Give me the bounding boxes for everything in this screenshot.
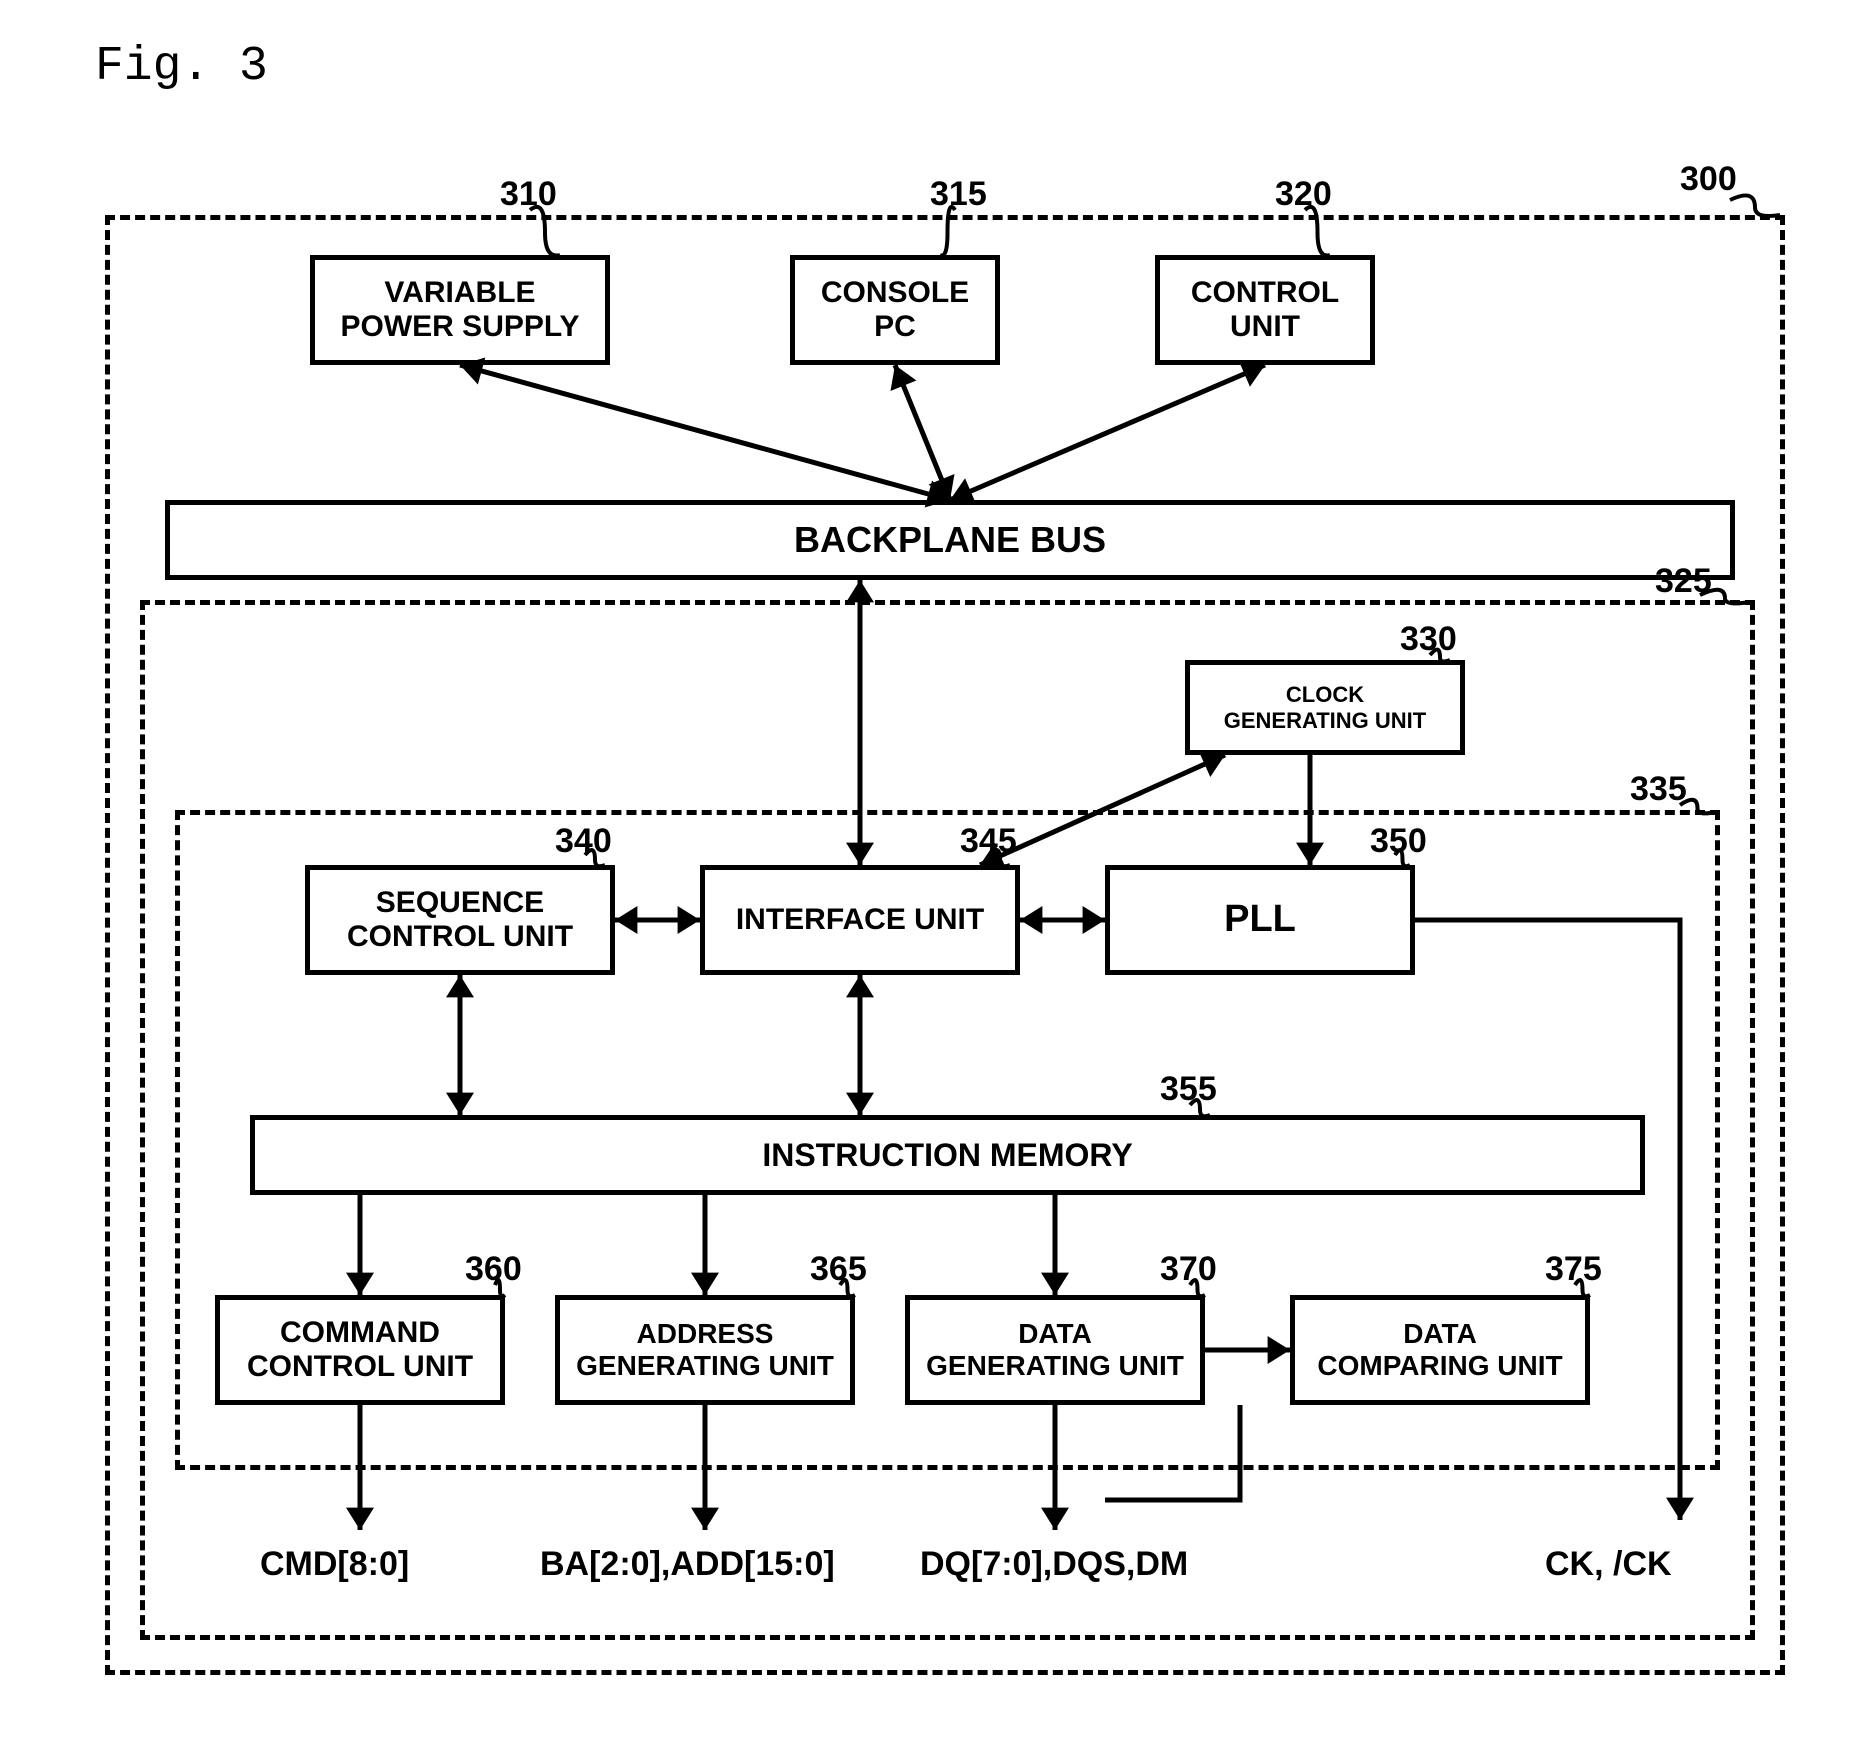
ref-350: 350 bbox=[1370, 822, 1427, 861]
block-cpc-label: CONSOLE PC bbox=[821, 276, 969, 345]
ref-335: 335 bbox=[1630, 770, 1687, 809]
block-agen-label: ADDRESS GENERATING UNIT bbox=[576, 1318, 834, 1382]
block-cpc: CONSOLE PC bbox=[790, 255, 1000, 365]
block-clk-label: CLOCK GENERATING UNIT bbox=[1224, 682, 1426, 733]
ref-300: 300 bbox=[1680, 160, 1737, 199]
signal-ck: CK, /CK bbox=[1545, 1545, 1672, 1584]
figure-label: Fig. 3 bbox=[95, 40, 268, 94]
block-vps: VARIABLE POWER SUPPLY bbox=[310, 255, 610, 365]
ref-315: 315 bbox=[930, 175, 987, 214]
block-ifu-label: INTERFACE UNIT bbox=[736, 903, 984, 938]
block-imem: INSTRUCTION MEMORY bbox=[250, 1115, 1645, 1195]
ref-340: 340 bbox=[555, 822, 612, 861]
ref-330: 330 bbox=[1400, 620, 1457, 659]
ref-375: 375 bbox=[1545, 1250, 1602, 1289]
block-cu-label: CONTROL UNIT bbox=[1191, 276, 1339, 345]
block-bus-label: BACKPLANE BUS bbox=[794, 519, 1106, 560]
block-imem-label: INSTRUCTION MEMORY bbox=[762, 1137, 1132, 1174]
ref-310: 310 bbox=[500, 175, 557, 214]
block-ifu: INTERFACE UNIT bbox=[700, 865, 1020, 975]
ref-320: 320 bbox=[1275, 175, 1332, 214]
signal-dq: DQ[7:0],DQS,DM bbox=[920, 1545, 1188, 1584]
block-seq-label: SEQUENCE CONTROL UNIT bbox=[347, 886, 573, 955]
ref-360: 360 bbox=[465, 1250, 522, 1289]
block-dgen-label: DATA GENERATING UNIT bbox=[926, 1318, 1184, 1382]
block-cmdcu-label: COMMAND CONTROL UNIT bbox=[247, 1316, 473, 1385]
ref-345: 345 bbox=[960, 822, 1017, 861]
block-pll-label: PLL bbox=[1224, 898, 1296, 942]
ref-365: 365 bbox=[810, 1250, 867, 1289]
block-bus: BACKPLANE BUS bbox=[165, 500, 1735, 580]
block-cmdcu: COMMAND CONTROL UNIT bbox=[215, 1295, 505, 1405]
signal-cmd: CMD[8:0] bbox=[260, 1545, 409, 1584]
block-vps-label: VARIABLE POWER SUPPLY bbox=[341, 276, 580, 345]
block-agen: ADDRESS GENERATING UNIT bbox=[555, 1295, 855, 1405]
block-dcmp: DATA COMPARING UNIT bbox=[1290, 1295, 1590, 1405]
block-dgen: DATA GENERATING UNIT bbox=[905, 1295, 1205, 1405]
ref-325: 325 bbox=[1655, 562, 1712, 601]
ref-355: 355 bbox=[1160, 1070, 1217, 1109]
block-seq: SEQUENCE CONTROL UNIT bbox=[305, 865, 615, 975]
block-cu: CONTROL UNIT bbox=[1155, 255, 1375, 365]
block-clk: CLOCK GENERATING UNIT bbox=[1185, 660, 1465, 755]
block-dcmp-label: DATA COMPARING UNIT bbox=[1317, 1318, 1562, 1382]
block-pll: PLL bbox=[1105, 865, 1415, 975]
ref-370: 370 bbox=[1160, 1250, 1217, 1289]
signal-ba: BA[2:0],ADD[15:0] bbox=[540, 1545, 835, 1584]
